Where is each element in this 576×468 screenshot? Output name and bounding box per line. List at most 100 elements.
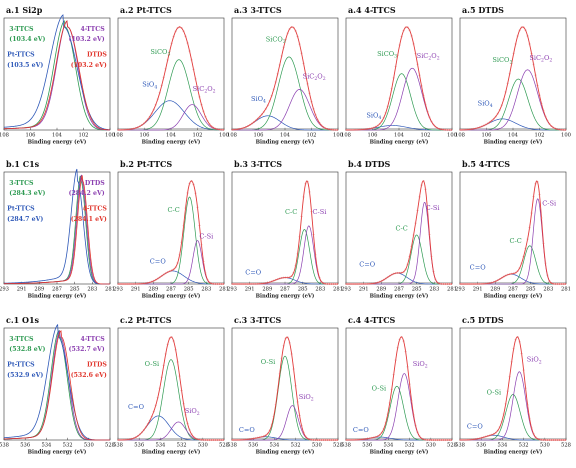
component-sic2o2 [460,69,567,131]
raw-data-point [152,410,155,413]
raw-data-point [168,270,171,273]
series-label: DTDS [85,180,105,187]
raw-data-point [334,283,337,285]
raw-data-point [178,26,181,28]
raw-data-point [347,283,349,285]
raw-data-point [140,124,143,126]
raw-data-point [534,74,537,77]
raw-data-point [314,253,317,256]
raw-data-point [152,108,155,111]
raw-data-point [243,126,245,129]
raw-data-point [328,128,331,131]
raw-data-point [150,112,153,115]
raw-data-point [130,437,133,440]
x-axis-label: Binding energy (eV) [142,139,201,146]
raw-data-point [168,50,171,53]
peak-label: C=O [359,260,376,268]
x-axis-label: Binding energy (eV) [28,449,87,456]
raw-data-point [132,127,135,130]
x-tick-label: 100 [105,133,115,139]
raw-data-point [286,336,289,339]
raw-data-point [520,262,523,265]
raw-data-point [144,282,147,285]
panel-title: a.4 4-TTCS [348,5,396,15]
panel-b3: b.3 3-TTCS 293 291 289 287 285 283 281 Binding e… [227,159,343,300]
raw-data-point [117,283,119,285]
raw-data-point [526,238,529,241]
raw-data-point [438,127,441,130]
raw-data-point [260,113,263,116]
raw-data-point [300,424,303,427]
x-tick-label: 106 [254,133,264,139]
raw-data-point [349,283,351,285]
raw-data-point [162,273,165,276]
x-tick-label: 291 [359,287,369,293]
raw-data-point [516,336,519,338]
raw-data-point [172,35,175,38]
raw-data-point [170,269,173,272]
raw-data-point [448,283,451,285]
raw-data-point [518,267,521,269]
raw-data-point [471,128,473,131]
raw-data-point [326,283,329,285]
raw-data-point [117,129,119,131]
raw-data-point [210,282,213,285]
raw-data-point [142,429,145,431]
series-label: (103.2 eV) [71,62,107,69]
raw-data-point [550,439,553,441]
raw-data-point [264,434,267,437]
x-tick-label: 285 [70,287,80,293]
raw-data-point [482,436,485,439]
raw-data-point [548,122,551,125]
raw-data-point [148,419,151,422]
x-tick-label: 104 [508,133,519,139]
raw-data-point [471,283,473,285]
raw-data-point [528,417,531,420]
raw-data-point [514,338,517,341]
series-label: DTDS [87,52,107,59]
component-sico3 [118,59,224,131]
plot-frame [231,171,339,285]
x-tick-label: 291 [473,287,483,293]
x-tick-label: 281 [219,287,229,293]
raw-data-point [256,436,259,439]
raw-data-point [188,428,191,431]
raw-data-point [520,352,523,355]
raw-data-point [554,283,557,285]
x-tick-label: 289 [148,287,158,293]
raw-data-point [522,255,525,258]
raw-data-point [562,128,565,131]
raw-data-point [150,415,153,418]
raw-data-point [302,431,305,434]
component-sico3 [460,78,566,131]
raw-data-point [210,439,213,441]
raw-data-point [208,281,211,284]
raw-data-point [442,128,445,131]
raw-data-point [496,279,499,282]
x-tick-label: 285 [298,287,308,293]
raw-data-point [400,271,403,274]
x-tick-label: 536 [476,443,486,449]
raw-data-point [382,427,385,430]
raw-data-point [424,103,427,106]
peak-label: C=O [239,426,256,434]
fit-envelope [231,26,339,131]
component-sic2o2 [346,67,452,131]
panel-c3: c.3 3-TTCS 538 536 534 532 530 528 Binding ener… [227,315,343,456]
x-tick-label: 104 [280,133,291,139]
raw-data-point [222,439,225,441]
raw-data-point [406,26,409,29]
raw-data-point [532,63,535,66]
raw-data-point [202,110,205,113]
raw-data-point [422,180,425,182]
x-axis-label: Binding energy (eV) [142,449,201,456]
raw-data-point [132,283,135,285]
x-tick-label: 289 [262,287,272,293]
raw-data-point [222,128,225,131]
raw-data-point [484,435,487,438]
x-tick-label: 289 [376,287,386,293]
raw-data-point [220,128,223,131]
raw-data-point [360,128,363,131]
series-label: (532.6 eV) [71,372,107,379]
raw-data-point [320,439,323,441]
